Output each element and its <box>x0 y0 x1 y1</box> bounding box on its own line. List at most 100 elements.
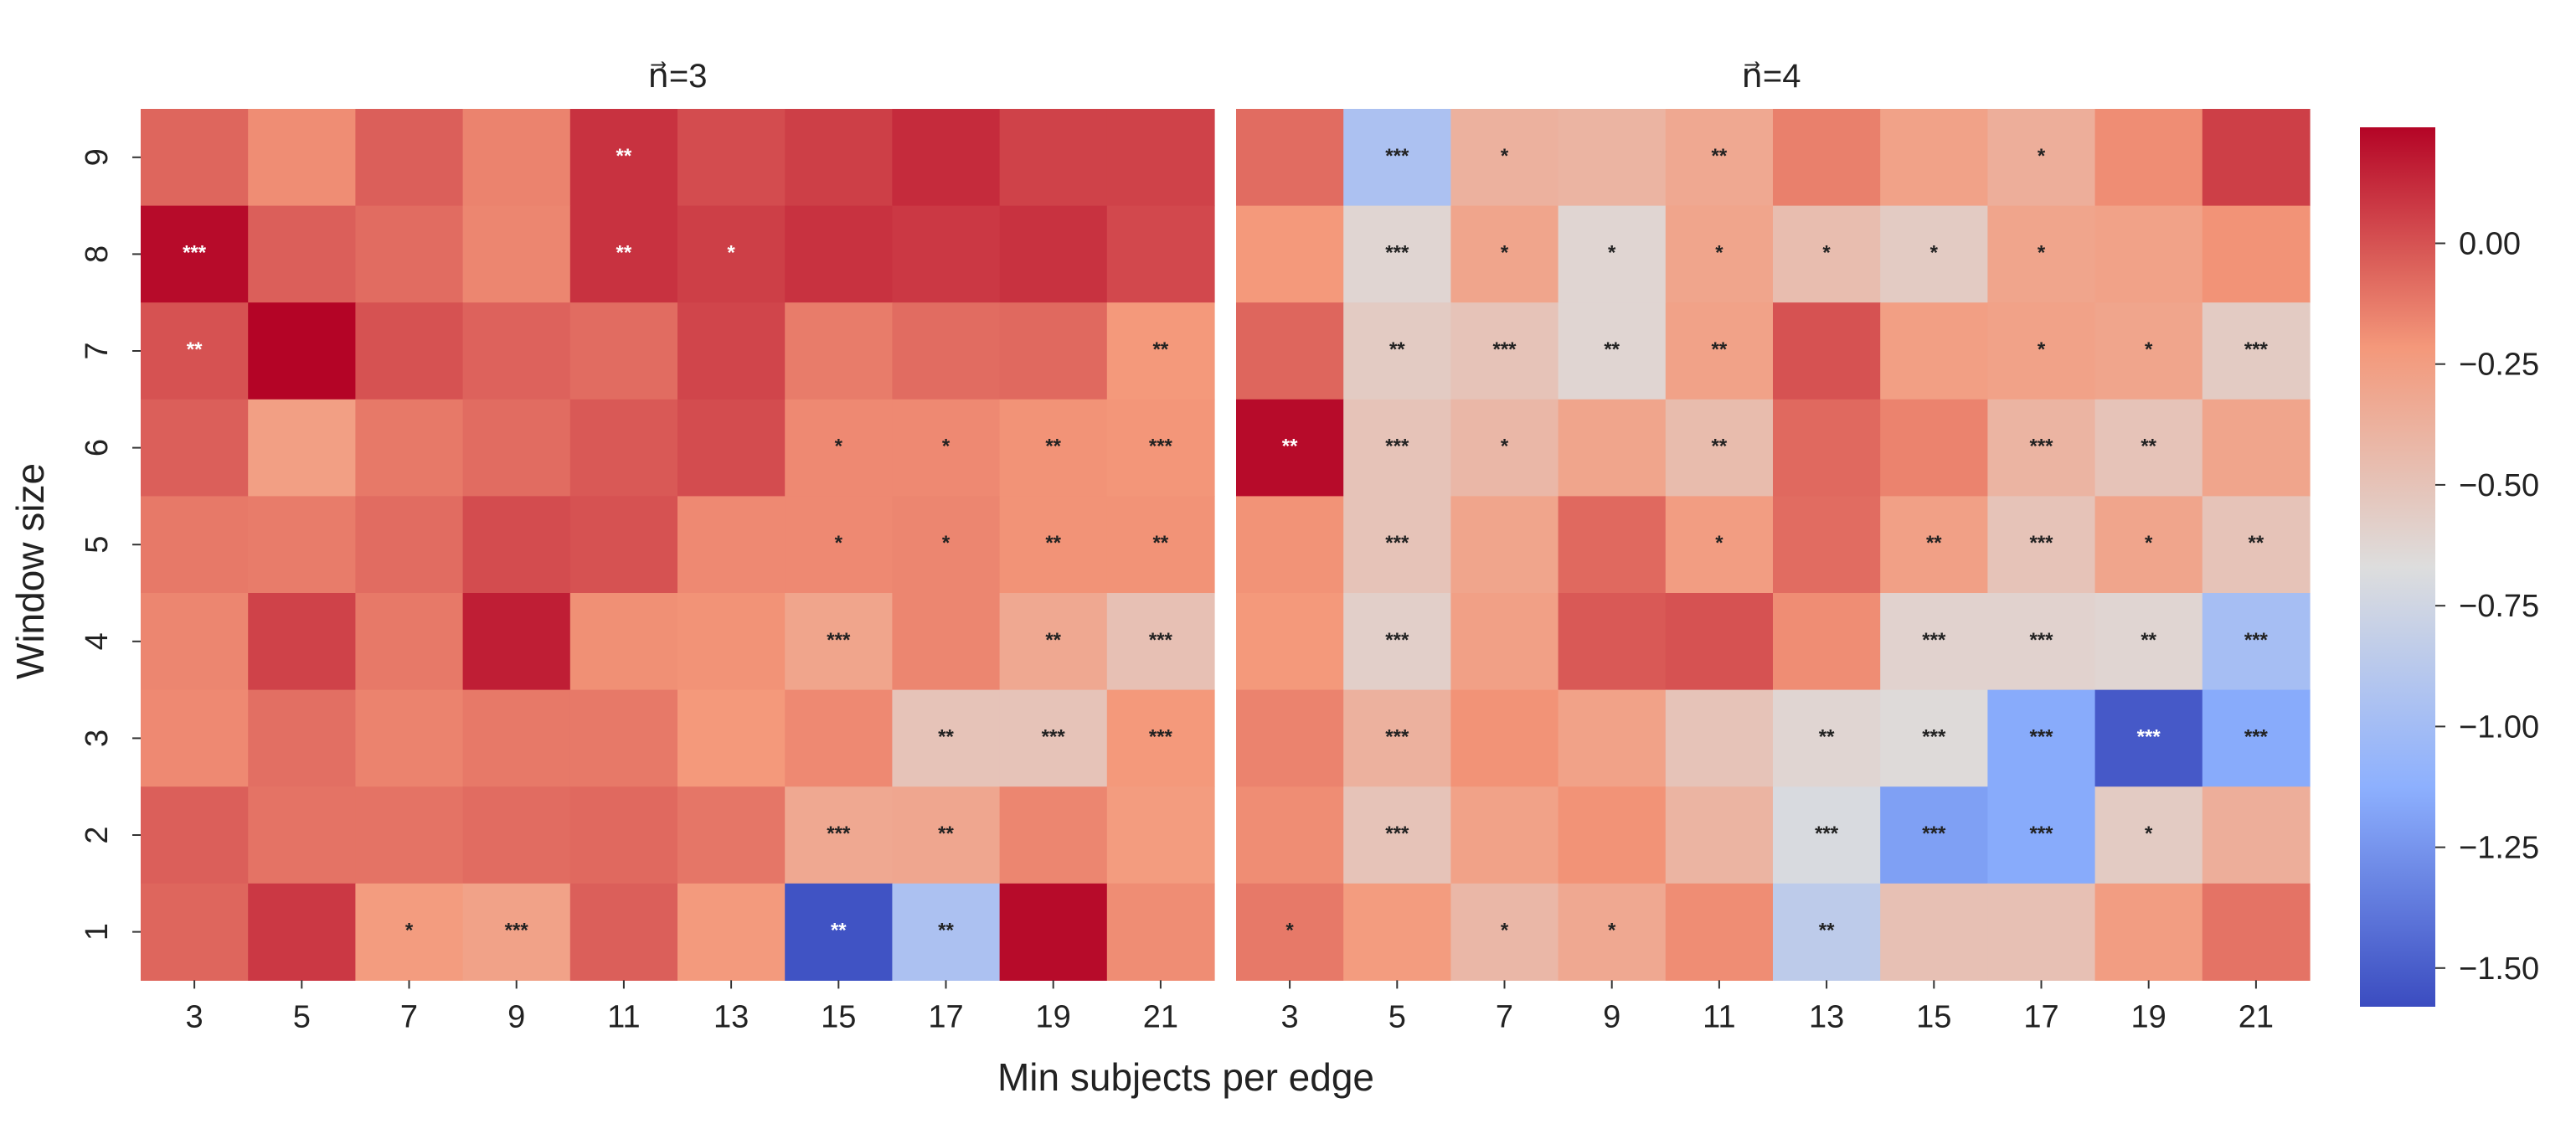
heatmap-cell <box>355 883 464 981</box>
heatmap-cell <box>462 302 571 400</box>
heatmap-cell <box>677 302 786 400</box>
y-tick-label: 1 <box>80 923 115 941</box>
heatmap-cell <box>999 399 1108 497</box>
heatmap-cell <box>462 399 571 497</box>
heatmap-cell <box>1236 302 1344 400</box>
significance-label: *** <box>1922 725 1946 748</box>
heatmap-cell <box>2202 593 2311 691</box>
heatmap-cell <box>785 689 893 787</box>
significance-label: * <box>1501 436 1509 458</box>
heatmap-cell <box>999 109 1108 207</box>
x-tick-label: 13 <box>714 999 749 1034</box>
x-tick-label: 21 <box>2239 999 2274 1034</box>
heatmap-cell <box>2094 205 2203 303</box>
significance-label: *** <box>1385 436 1409 458</box>
significance-label: ** <box>2249 532 2264 554</box>
significance-label: *** <box>2029 436 2053 458</box>
heatmap-cell <box>2202 883 2311 981</box>
heatmap-cell <box>999 786 1108 884</box>
significance-label: *** <box>827 629 851 652</box>
heatmap-cell <box>2094 593 2203 691</box>
heatmap-cell <box>462 883 571 981</box>
heatmap-cell <box>892 593 1001 691</box>
heatmap-cell <box>1343 302 1451 400</box>
heatmap-cell <box>785 786 893 884</box>
left-panel-x-ticks: 3 5 7 9 11 13 15 17 19 21 <box>186 980 1178 1034</box>
y-tick-label: 5 <box>80 536 115 554</box>
significance-label: * <box>942 532 951 554</box>
significance-label: * <box>835 532 843 554</box>
heatmap-cell <box>2094 496 2203 594</box>
significance-label: *** <box>1815 822 1839 845</box>
heatmap-cell <box>355 593 464 691</box>
heatmap-cell <box>569 302 678 400</box>
y-tick-label: 3 <box>80 730 115 747</box>
heatmap-cell <box>1665 786 1774 884</box>
heatmap-cell <box>1558 689 1667 787</box>
heatmap-cell <box>892 302 1001 400</box>
heatmap-cell <box>2202 109 2311 207</box>
heatmap-cell <box>1665 593 1774 691</box>
heatmap-cell <box>1450 689 1559 787</box>
significance-label: *** <box>2029 629 2053 652</box>
significance-label: *** <box>183 241 207 264</box>
heatmap-cell <box>1665 883 1774 981</box>
heatmap-cell <box>892 689 1001 787</box>
heatmap-cell <box>1773 496 1881 594</box>
heatmap-cell <box>1343 205 1451 303</box>
heatmap-cell <box>1450 593 1559 691</box>
heatmap-cell <box>892 883 1001 981</box>
heatmap-cell <box>462 786 571 884</box>
heatmap-cell <box>785 399 893 497</box>
heatmap-cell <box>141 786 249 884</box>
significance-label: * <box>2038 145 2046 168</box>
heatmap-cell <box>569 399 678 497</box>
significance-label: ** <box>1712 436 1728 458</box>
heatmap-cell <box>1106 205 1215 303</box>
heatmap-cell <box>1106 786 1215 884</box>
significance-label: *** <box>1149 436 1173 458</box>
heatmap-cell <box>141 689 249 787</box>
x-tick-label: 9 <box>507 999 525 1034</box>
heatmap-cell <box>569 109 678 207</box>
heatmap-cell <box>892 109 1001 207</box>
heatmap-cell <box>785 496 893 594</box>
y-axis-label: Window size <box>8 463 52 679</box>
heatmap-cell <box>248 689 356 787</box>
heatmap-cell <box>677 883 786 981</box>
heatmap-cell <box>2202 399 2311 497</box>
heatmap-cell <box>892 786 1001 884</box>
heatmap-cell <box>355 109 464 207</box>
significance-label: * <box>835 436 843 458</box>
heatmap-cell <box>1987 593 2096 691</box>
significance-label: ** <box>938 725 954 748</box>
heatmap-cell <box>999 496 1108 594</box>
heatmap-cell <box>1880 883 1988 981</box>
heatmap-cell <box>1773 689 1881 787</box>
heatmap-cell <box>1987 496 2096 594</box>
heatmap-cell <box>1106 496 1215 594</box>
significance-label: * <box>2038 241 2046 264</box>
heatmap-cell <box>785 593 893 691</box>
heatmap-cell <box>355 399 464 497</box>
significance-label: ** <box>616 145 632 168</box>
x-tick-label: 3 <box>186 999 204 1034</box>
significance-label: ** <box>1389 338 1405 361</box>
heatmap-cell <box>462 109 571 207</box>
heatmap-cell <box>1880 786 1988 884</box>
heatmap-cell <box>569 786 678 884</box>
significance-label: ** <box>1604 338 1620 361</box>
significance-label: *** <box>1385 725 1409 748</box>
significance-label: *** <box>1922 629 1946 652</box>
significance-label: *** <box>2137 725 2161 748</box>
significance-label: ** <box>1926 532 1942 554</box>
heatmap-cell <box>1106 593 1215 691</box>
y-tick-label: 7 <box>80 342 115 359</box>
x-tick-label: 17 <box>928 999 963 1034</box>
heatmap-cell <box>1987 205 2096 303</box>
x-tick-label: 7 <box>400 999 418 1034</box>
heatmap-cell <box>999 593 1108 691</box>
right-panel-cells: *** * ** **** * * * * * *** *** ** ** * * ***** *** * ** **… <box>1236 109 2311 981</box>
heatmap-cell <box>248 399 356 497</box>
